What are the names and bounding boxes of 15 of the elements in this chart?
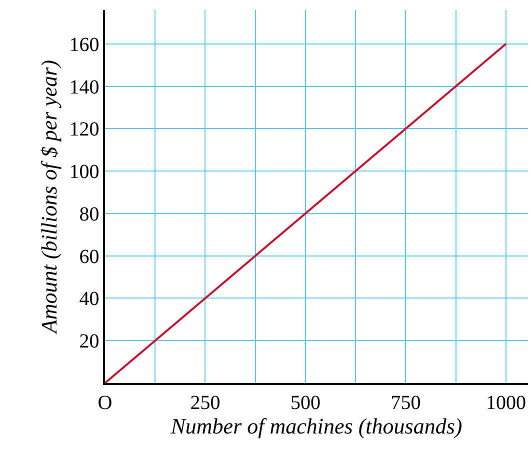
x-tick-label: 750 <box>390 392 421 414</box>
y-axis-title: Amount (billions of $ per year) <box>36 60 62 336</box>
y-tick-label: 120 <box>69 118 100 141</box>
y-tick-label: 100 <box>69 161 100 184</box>
y-tick-label: 160 <box>69 34 100 56</box>
x-tick-label: 250 <box>190 392 220 414</box>
x-tick-label: 500 <box>290 392 320 414</box>
y-tick-label: 140 <box>69 76 100 98</box>
y-tick-label: 80 <box>79 203 100 226</box>
x-tick-label: 1000 <box>486 392 526 414</box>
y-tick-label: 40 <box>79 288 100 310</box>
x-tick-label: O <box>98 392 112 414</box>
x-axis-title: Number of machines (thousands) <box>170 414 462 439</box>
y-tick-label: 20 <box>79 330 100 353</box>
y-tick-label: 60 <box>79 246 100 268</box>
